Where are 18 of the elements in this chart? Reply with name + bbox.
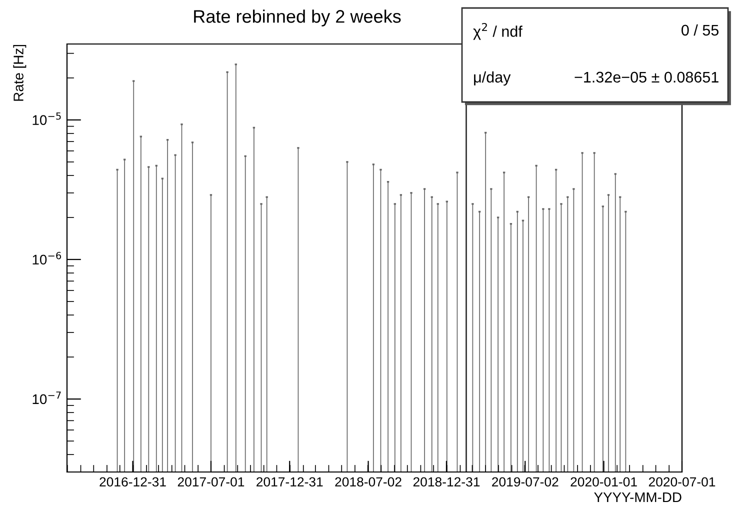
y-axis-title: Rate [Hz] xyxy=(13,44,26,101)
y-tick-label: 10$^{−7}$ xyxy=(32,392,61,404)
x-tick-label: 2019-07-02 xyxy=(492,477,558,487)
text: χ$^{2}$ / ndf xyxy=(473,22,522,40)
x-tick-label: 2016-12-31 xyxy=(100,477,166,487)
x-tick-label: 2018-07-02 xyxy=(335,477,402,487)
x-tick-label: 2020-01-01 xyxy=(570,477,637,487)
x-tick-label: 2020-07-01 xyxy=(648,477,716,487)
y-tick-label: 10$^{−6}$ xyxy=(32,252,62,265)
x-tick-label: 2017-12-31 xyxy=(256,477,323,487)
x-tick-label: 2018-12-31 xyxy=(413,477,480,487)
x-axis-title: YYYY-MM-DD xyxy=(594,492,682,502)
chart-title: Rate rebinned by 2 weeks xyxy=(194,10,401,26)
annotation: μ/day xyxy=(474,71,511,86)
x-tick-label: 2017-07-01 xyxy=(178,477,244,487)
annotation: −1.32e−05 ± 0.08651 xyxy=(574,72,718,83)
text: 0 / 55 xyxy=(682,24,719,36)
y-tick-label: 10$^{−5}$ xyxy=(32,112,61,125)
